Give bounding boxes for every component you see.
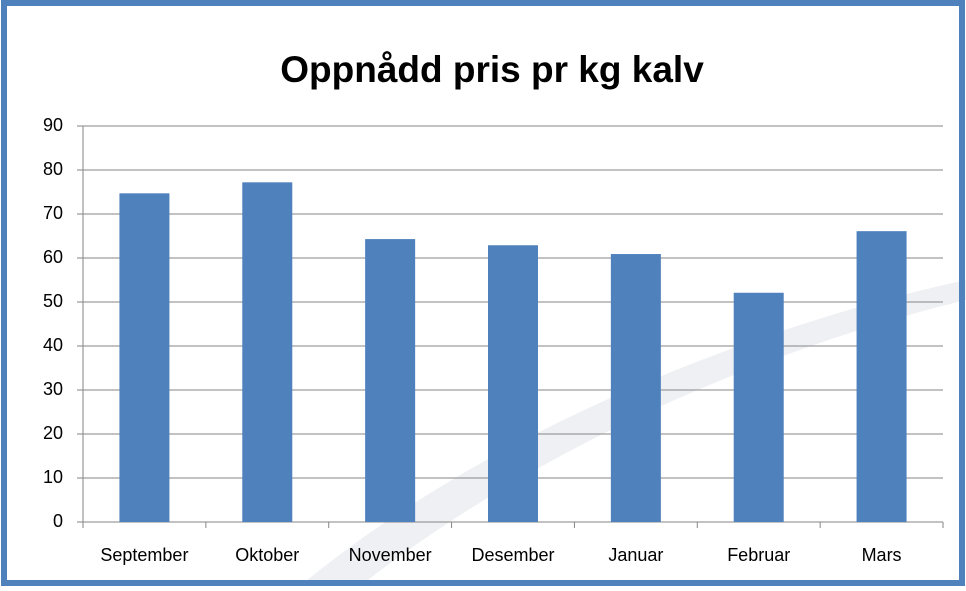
chart-title: Oppnådd pris pr kg kalv xyxy=(280,49,704,90)
y-tick-label: 70 xyxy=(43,203,63,223)
bar xyxy=(242,182,293,522)
y-tick-label: 0 xyxy=(53,511,63,531)
x-tick-label: November xyxy=(349,545,432,565)
background-swoosh xyxy=(300,280,966,586)
x-tick-label: Januar xyxy=(608,545,663,565)
y-tick-label: 90 xyxy=(43,115,63,135)
bar xyxy=(610,254,661,523)
x-tick-label: Februar xyxy=(727,545,790,565)
x-tick-label: Desember xyxy=(471,545,554,565)
x-tick-label: Mars xyxy=(862,545,902,565)
bar xyxy=(119,193,170,522)
bar xyxy=(856,231,907,522)
y-tick-label: 10 xyxy=(43,467,63,487)
y-tick-label: 40 xyxy=(43,335,63,355)
y-tick-label: 80 xyxy=(43,159,63,179)
x-tick-label: Oktober xyxy=(235,545,299,565)
bar xyxy=(488,245,538,523)
y-tick-label: 50 xyxy=(43,291,63,311)
x-tick-label: September xyxy=(100,545,188,565)
y-tick-label: 20 xyxy=(43,423,63,443)
bar xyxy=(365,239,416,522)
y-tick-label: 30 xyxy=(43,379,63,399)
y-tick-label: 60 xyxy=(43,247,63,267)
bar xyxy=(733,292,784,522)
